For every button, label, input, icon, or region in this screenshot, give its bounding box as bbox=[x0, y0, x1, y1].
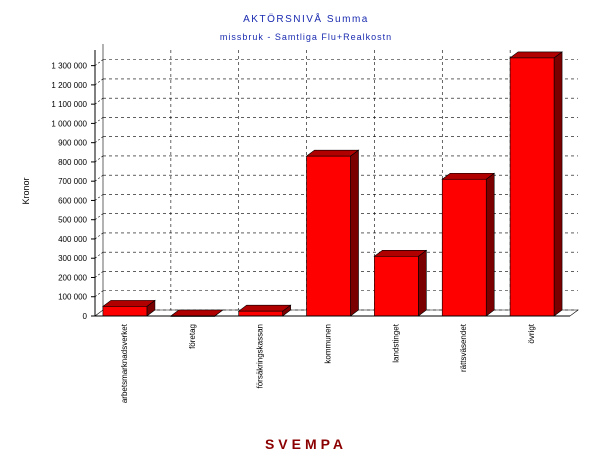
chart-title: AKTÖRSNIVÅ Summa bbox=[243, 14, 369, 25]
y-tick-label: 600 000 bbox=[58, 196, 87, 205]
y-tick-label: 400 000 bbox=[58, 235, 87, 244]
gridline-side bbox=[94, 59, 104, 66]
bar-side bbox=[485, 172, 495, 317]
x-category-label: arbetsmarknadsverket bbox=[120, 323, 129, 403]
chart-footer: SVEMPA bbox=[264, 436, 348, 452]
bar bbox=[374, 255, 419, 317]
gridline-side bbox=[94, 213, 104, 220]
y-tick-label: 800 000 bbox=[58, 158, 87, 167]
x-category-label: rättsväsendet bbox=[459, 323, 468, 372]
x-category-label: kommunen bbox=[324, 324, 333, 364]
gridline-side bbox=[94, 78, 104, 86]
x-category-label: landstinget bbox=[391, 323, 400, 362]
gridline-side bbox=[94, 232, 104, 240]
bar-top bbox=[169, 309, 224, 317]
gridline-side bbox=[94, 251, 104, 259]
y-tick-label: 500 000 bbox=[58, 216, 87, 225]
bar bbox=[509, 57, 555, 317]
gridline-side bbox=[94, 155, 104, 163]
bar-top bbox=[102, 300, 156, 307]
chart-subtitle: missbruk - Samtliga Flu+Realkostn bbox=[219, 32, 393, 42]
bar bbox=[441, 178, 487, 317]
y-tick-label: 200 000 bbox=[58, 273, 87, 282]
x-category-label: övrigt bbox=[527, 323, 536, 343]
gridline-side bbox=[94, 271, 104, 278]
y-tick-label: 900 000 bbox=[58, 139, 87, 148]
x-category-label: försäkringskassan bbox=[256, 324, 265, 388]
bar-top bbox=[305, 149, 360, 157]
gridline-side bbox=[94, 290, 104, 297]
x-category-label: företag bbox=[188, 324, 197, 349]
gridline-side bbox=[94, 97, 104, 105]
y-tick-label: 0 bbox=[83, 312, 88, 321]
y-tick-label: 1 000 000 bbox=[51, 119, 87, 128]
gridline-side bbox=[94, 117, 104, 124]
bar-side bbox=[418, 249, 427, 317]
gridline-side bbox=[94, 194, 104, 201]
bar-top bbox=[237, 304, 292, 312]
bar-side bbox=[553, 51, 563, 317]
bar bbox=[238, 310, 283, 317]
y-tick-label: 1 100 000 bbox=[51, 100, 87, 109]
y-tick-label: 1 200 000 bbox=[51, 81, 87, 90]
gridline-side bbox=[94, 174, 104, 182]
y-tick-label: 300 000 bbox=[58, 254, 87, 263]
bar-side bbox=[350, 149, 359, 317]
bar bbox=[102, 306, 148, 317]
y-tick-label: 700 000 bbox=[58, 177, 87, 186]
y-tick-label: 1 300 000 bbox=[51, 62, 87, 71]
y-tick-label: 100 000 bbox=[58, 293, 87, 302]
bar bbox=[306, 155, 351, 317]
bar-top bbox=[509, 51, 563, 59]
bar-top bbox=[441, 172, 496, 180]
gridline-side bbox=[94, 136, 104, 143]
bar-top bbox=[373, 249, 428, 257]
